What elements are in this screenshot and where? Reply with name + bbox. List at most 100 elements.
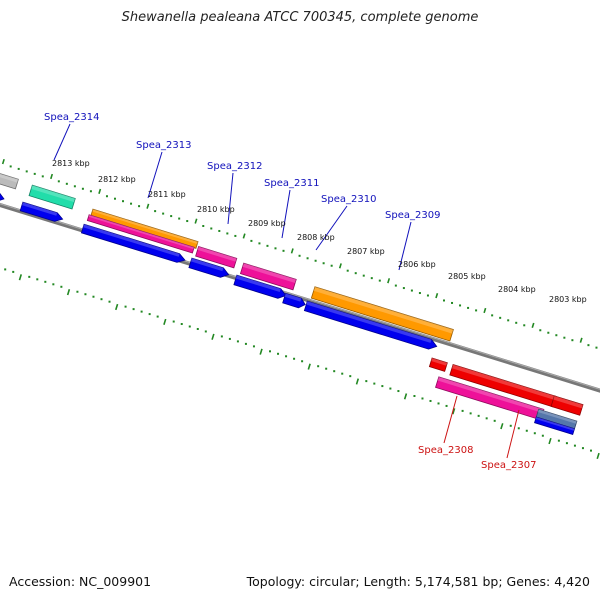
tick-dot — [293, 357, 296, 360]
tick-dot — [370, 277, 373, 280]
tick-dot — [541, 434, 544, 437]
gene-label[interactable]: Spea_2308 — [418, 445, 473, 456]
kbp-tick-label: 2805 kbp — [448, 272, 486, 281]
tick-dot — [228, 337, 231, 340]
gene-blue[interactable] — [282, 292, 306, 309]
tick-dot — [459, 304, 462, 307]
tick-dot — [373, 382, 376, 385]
gene-blue[interactable] — [233, 274, 287, 299]
tick-mark-major — [387, 278, 391, 284]
gene-orange[interactable] — [90, 208, 199, 249]
tick-dot — [105, 195, 108, 198]
accession-text: Accession: NC_009901 — [9, 574, 152, 589]
tick-dot — [354, 272, 357, 275]
tick-dot — [571, 339, 574, 342]
tick-dot — [285, 355, 288, 358]
tick-dot — [170, 215, 173, 218]
gene-label[interactable]: Spea_2312 — [207, 161, 262, 172]
tick-dot — [258, 242, 261, 245]
gene-magenta[interactable] — [86, 214, 195, 254]
gene-label-leader — [281, 189, 291, 239]
tick-dot — [274, 247, 277, 250]
tick-dot — [202, 225, 205, 228]
tick-mark-major — [98, 188, 102, 194]
gene-label-leader — [227, 172, 234, 225]
gene-blue[interactable] — [19, 201, 64, 222]
gene-label[interactable]: Spea_2311 — [264, 178, 319, 189]
tick-mark-major — [548, 437, 552, 445]
gene-features — [0, 167, 584, 435]
tick-dot — [41, 175, 44, 178]
tick-dot — [130, 202, 133, 205]
tick-dot — [210, 227, 213, 230]
gene-gray[interactable] — [0, 167, 19, 190]
gene-red[interactable] — [550, 395, 584, 416]
gene-orange[interactable] — [310, 286, 454, 342]
tick-dot — [397, 390, 400, 393]
tick-dot — [73, 185, 76, 188]
gene-blue[interactable] — [188, 257, 230, 278]
gene-blue[interactable] — [303, 300, 438, 350]
tick-dot — [154, 210, 157, 213]
tick-dot — [226, 232, 229, 235]
gene-shading — [197, 246, 237, 262]
tick-dot — [140, 310, 143, 313]
tick-dot — [17, 167, 20, 170]
gene-labels: Spea_2314Spea_2313Spea_2312Spea_2311Spea… — [44, 112, 536, 471]
tick-dot — [533, 432, 536, 435]
tick-dot — [413, 395, 416, 398]
tick-dot — [451, 301, 454, 304]
kbp-tick-label: 2804 kbp — [498, 285, 536, 294]
kbp-tick-labels: 2813 kbp 2812 kbp 2811 kbp 2810 kbp 2809 kbp… — [52, 159, 587, 304]
tick-dot — [547, 331, 550, 334]
tick-dot — [236, 340, 239, 343]
tick-dot — [298, 254, 301, 257]
gene-blue[interactable] — [80, 223, 186, 263]
tick-mark-major — [50, 173, 54, 180]
gene-label-leader — [147, 151, 163, 199]
tick-dot — [76, 290, 79, 293]
kbp-tick-label: 2813 kbp — [52, 159, 90, 168]
kbp-tick-label: 2803 kbp — [549, 295, 587, 304]
tick-dot — [113, 197, 116, 200]
gene-blue[interactable] — [0, 189, 5, 202]
gene-shading — [313, 286, 454, 334]
gene-magenta[interactable] — [239, 262, 297, 291]
tick-dot — [322, 262, 325, 265]
tick-dot — [325, 367, 328, 370]
tick-mark-major — [211, 333, 215, 340]
kbp-tick-label: 2812 kbp — [98, 175, 136, 184]
gene-magenta[interactable] — [195, 246, 238, 269]
tick-dot — [277, 352, 280, 355]
gene-shading — [535, 416, 575, 431]
tick-dot — [362, 274, 365, 277]
gene-blue[interactable] — [534, 416, 576, 435]
tick-dot — [124, 305, 127, 308]
kbp-tick-label: 2806 kbp — [398, 260, 436, 269]
gene-label[interactable]: Spea_2309 — [385, 210, 440, 221]
gene-label[interactable]: Spea_2310 — [321, 194, 376, 205]
tick-dot — [172, 320, 175, 323]
gene-label[interactable]: Spea_2314 — [44, 112, 99, 123]
tick-dot — [429, 399, 432, 402]
tick-mark-major — [531, 322, 535, 329]
gene-shading — [83, 224, 180, 257]
tick-dot — [333, 370, 336, 373]
tick-mark-major — [194, 218, 198, 224]
tick-mark-major — [483, 307, 487, 314]
tick-mark-major — [1, 158, 5, 165]
tick-dot — [563, 336, 566, 339]
gene-shading — [190, 258, 224, 272]
tick-dot — [156, 315, 159, 318]
gene-shading — [437, 376, 544, 414]
gene-label[interactable]: Spea_2307 — [481, 460, 536, 471]
tick-mark-major — [596, 452, 600, 460]
gene-label[interactable]: Spea_2313 — [136, 140, 191, 151]
tick-mark-major — [115, 303, 119, 311]
tick-dot — [178, 217, 181, 220]
gene-teal[interactable] — [28, 184, 76, 210]
kbp-tick-label: 2807 kbp — [347, 247, 385, 256]
tick-dot — [25, 170, 28, 173]
gene-red[interactable] — [428, 357, 448, 372]
